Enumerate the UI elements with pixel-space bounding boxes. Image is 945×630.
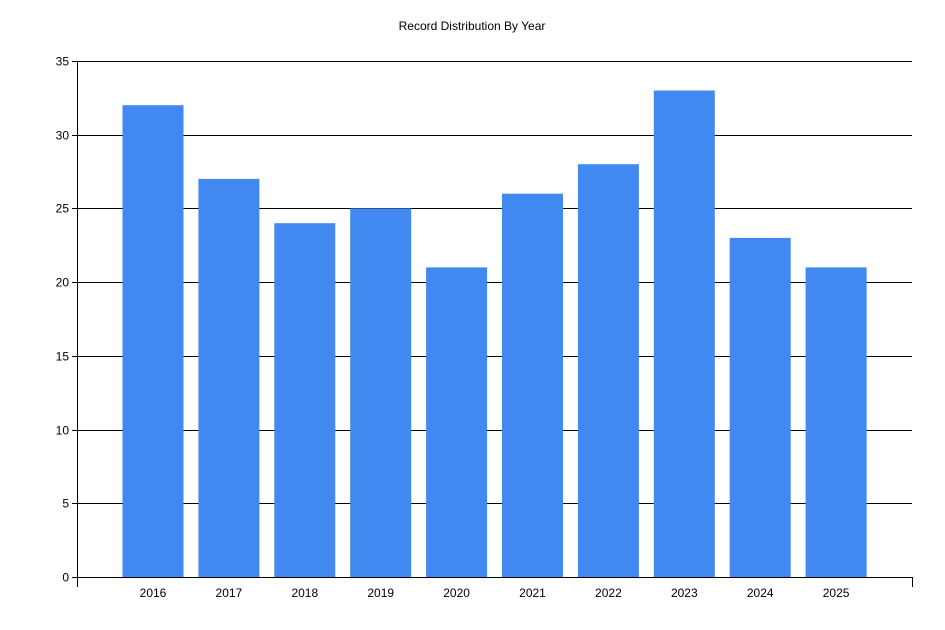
bar-2021 — [502, 193, 563, 577]
x-tick-labels: 2016 2017 2018 2019 2020 2021 2022 2023 2024 2025 — [140, 586, 850, 600]
y-tick-label-10: 10 — [56, 424, 70, 438]
y-tick-label-30: 30 — [56, 129, 70, 143]
y-tick-label-0: 0 — [62, 571, 69, 585]
x-tick-label-2021: 2021 — [519, 586, 546, 600]
y-tick-labels: 0 5 10 15 20 25 30 35 — [56, 55, 70, 585]
bar-2018 — [274, 223, 336, 577]
bar-2019 — [350, 208, 412, 577]
x-tick-label-2025: 2025 — [823, 586, 850, 600]
x-tick-label-2022: 2022 — [595, 586, 622, 600]
x-tick-label-2019: 2019 — [367, 586, 394, 600]
chart-title: Record Distribution By Year — [399, 19, 546, 33]
bar-2022 — [577, 164, 639, 577]
bar-2023 — [653, 90, 715, 577]
bar-2017 — [198, 178, 260, 577]
y-tick-label-25: 25 — [56, 202, 70, 216]
bar-2016 — [122, 105, 184, 577]
x-tick-label-2016: 2016 — [140, 586, 167, 600]
bar-2020 — [426, 267, 488, 577]
x-tick-label-2020: 2020 — [443, 586, 470, 600]
x-tick-label-2024: 2024 — [747, 586, 774, 600]
x-tick-label-2017: 2017 — [216, 586, 243, 600]
y-tick-label-35: 35 — [56, 55, 70, 69]
bar-2025 — [805, 267, 867, 577]
axes — [77, 61, 913, 587]
y-tick-label-5: 5 — [62, 497, 69, 511]
y-tick-label-20: 20 — [56, 276, 70, 290]
x-tick-label-2023: 2023 — [671, 586, 698, 600]
y-tick-label-15: 15 — [56, 350, 70, 364]
bar-2024 — [729, 237, 791, 577]
bars — [122, 90, 867, 577]
x-tick-label-2018: 2018 — [291, 586, 318, 600]
